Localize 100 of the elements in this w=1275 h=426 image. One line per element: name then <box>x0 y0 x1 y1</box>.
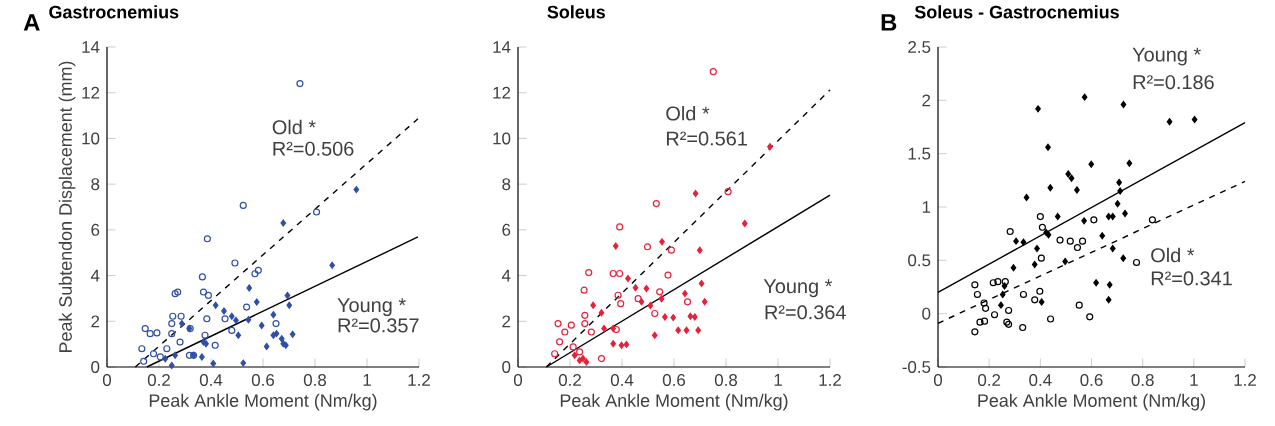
point <box>724 188 732 196</box>
point <box>741 219 748 228</box>
x-tick-label: 1.2 <box>819 374 841 386</box>
point <box>1081 93 1088 101</box>
point <box>221 315 229 323</box>
point <box>254 266 262 274</box>
point <box>174 288 182 296</box>
point <box>643 285 650 293</box>
point <box>199 288 208 296</box>
point <box>1062 257 1069 265</box>
point <box>614 291 622 299</box>
chart-title: Gastrocnemius <box>49 5 179 19</box>
point <box>270 331 277 339</box>
y-tick-label: 2.5 <box>908 41 931 53</box>
point <box>171 290 179 298</box>
point <box>1035 105 1041 113</box>
y-tick-label: -0.5 <box>902 361 931 373</box>
point <box>203 235 211 243</box>
point <box>1038 223 1046 231</box>
y-tick-label: 0 <box>502 361 511 373</box>
y-tick-label: 6 <box>502 223 511 236</box>
y-tick-label: 8 <box>91 178 100 191</box>
point <box>670 314 677 322</box>
point <box>199 353 205 361</box>
point <box>767 143 773 151</box>
annotation: Young * <box>763 279 833 298</box>
point <box>329 261 336 269</box>
y-axis-title: Peak Subtendon Displacement (mm) <box>58 61 76 353</box>
y-tick-label: 2 <box>502 315 511 328</box>
point <box>240 359 247 367</box>
point <box>1166 118 1173 126</box>
point <box>245 316 252 324</box>
point <box>1109 213 1116 221</box>
point <box>551 350 559 358</box>
point <box>687 312 694 320</box>
point <box>211 341 219 349</box>
point <box>1081 217 1087 225</box>
point <box>1006 227 1014 236</box>
y-tick-label: 12 <box>493 86 511 99</box>
x-axis-title: Peak Ankle Moment (Nm/kg) <box>560 393 788 411</box>
point <box>353 186 360 194</box>
point <box>289 330 296 338</box>
point <box>651 331 658 339</box>
point <box>1023 193 1030 201</box>
point <box>1132 258 1141 267</box>
x-tick-label: 0 <box>933 374 943 387</box>
point <box>1099 232 1106 240</box>
point <box>272 319 280 328</box>
y-tick-label: 6 <box>91 223 100 236</box>
point <box>667 246 675 254</box>
point <box>1105 296 1112 304</box>
point <box>610 340 617 348</box>
point <box>1105 213 1112 221</box>
x-tick-label: 0.4 <box>199 374 223 387</box>
annotation: Old * <box>272 119 316 135</box>
point <box>1005 306 1013 315</box>
point <box>168 330 176 338</box>
point <box>683 298 692 306</box>
point <box>658 295 665 303</box>
point <box>590 301 596 309</box>
point <box>1001 278 1009 286</box>
point <box>1073 243 1082 252</box>
point <box>278 335 285 343</box>
point <box>1056 236 1064 244</box>
point <box>692 189 699 198</box>
point <box>634 295 642 303</box>
point <box>280 219 287 227</box>
point <box>698 279 705 288</box>
point <box>176 338 184 346</box>
point <box>617 300 625 308</box>
point <box>638 298 645 306</box>
x-tick-label: 0.4 <box>1029 374 1052 387</box>
point <box>270 311 277 319</box>
x-tick-label: 1.2 <box>408 374 430 386</box>
text: B <box>881 14 897 31</box>
point <box>1020 238 1027 246</box>
point <box>616 223 624 231</box>
point <box>612 242 619 250</box>
point <box>1126 159 1133 167</box>
point <box>138 345 146 353</box>
point <box>1065 170 1072 178</box>
point <box>1075 301 1083 309</box>
point <box>632 284 639 292</box>
point <box>1122 209 1128 217</box>
x-tick-label: 0.2 <box>147 374 170 387</box>
point <box>1031 261 1038 269</box>
y-tick-label: 4 <box>90 269 100 282</box>
annotation: Young * <box>337 298 406 317</box>
point <box>976 318 984 326</box>
point <box>1038 298 1045 306</box>
y-tick-label: 1 <box>922 201 931 213</box>
point <box>204 291 212 300</box>
point <box>235 331 242 339</box>
point <box>971 328 979 336</box>
point <box>675 326 682 334</box>
annotation: Young * <box>1132 47 1201 66</box>
point <box>576 356 583 364</box>
point <box>251 270 259 278</box>
chart-title: Soleus - Gastrocnemius <box>914 5 1119 19</box>
point <box>1001 282 1008 290</box>
